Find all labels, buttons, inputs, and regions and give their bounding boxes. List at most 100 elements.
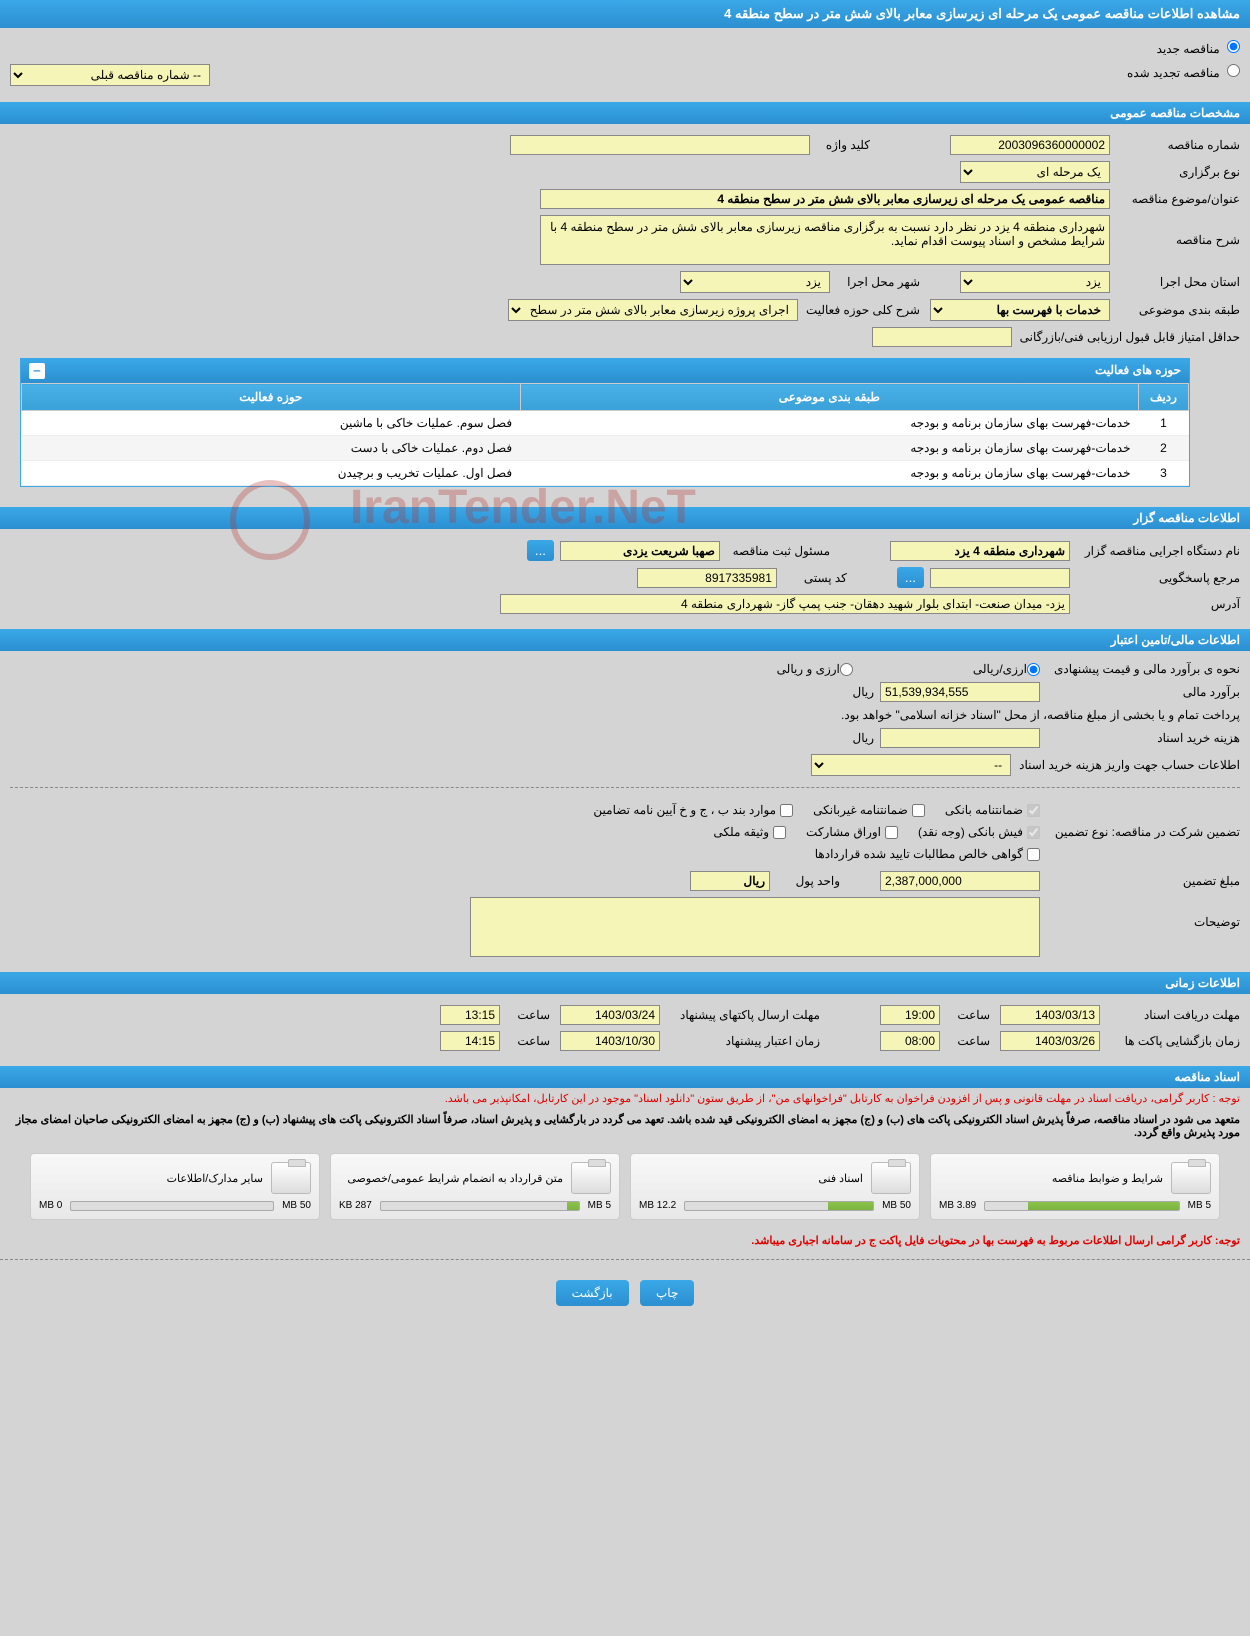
file-card[interactable]: سایر مدارک/اطلاعات 50 MB 0 MB <box>30 1153 320 1220</box>
radio-new-tender[interactable] <box>1227 40 1240 53</box>
contact-browse-button[interactable]: ... <box>897 567 924 588</box>
province-label: استان محل اجرا <box>1110 275 1240 289</box>
notes-textarea[interactable] <box>470 897 1040 957</box>
file-card[interactable]: شرایط و ضوابط مناقصه 5 MB 3.89 MB <box>930 1153 1220 1220</box>
file-total: 50 MB <box>882 1200 911 1211</box>
doc-cost-input[interactable] <box>880 728 1040 748</box>
radio-renewed-tender[interactable] <box>1227 64 1240 77</box>
file-used: 12.2 MB <box>639 1200 676 1211</box>
executive-input[interactable] <box>890 541 1070 561</box>
desc-label: شرح مناقصه <box>1110 215 1240 247</box>
file-used: 287 KB <box>339 1200 372 1211</box>
file-title: اسناد فنی <box>639 1172 863 1185</box>
time-label-3: ساعت <box>940 1034 990 1048</box>
registrar-label: مسئول ثبت مناقصه <box>720 544 830 558</box>
city-select[interactable]: یزد <box>680 271 830 293</box>
category-label: طبقه بندی موضوعی <box>1110 303 1240 317</box>
section-general-header: مشخصات مناقصه عمومی <box>0 102 1250 124</box>
executive-label: نام دستگاه اجرایی مناقصه گزار <box>1070 544 1240 558</box>
prev-tender-select[interactable]: -- شماره مناقصه قبلی <box>10 64 210 86</box>
registrar-input[interactable] <box>560 541 720 561</box>
chk-bank-receipt[interactable] <box>1027 826 1040 839</box>
estimate-input[interactable] <box>880 682 1040 702</box>
doc-receive-label: مهلت دریافت اسناد <box>1100 1008 1240 1022</box>
chk-items-bje[interactable] <box>780 804 793 817</box>
file-title: شرایط و ضوابط مناقصه <box>939 1172 1163 1185</box>
print-button[interactable]: چاپ <box>640 1280 694 1306</box>
doc-receive-time: 19:00 <box>880 1005 940 1025</box>
contact-input[interactable] <box>930 568 1070 588</box>
envelope-open-date: 1403/03/26 <box>1000 1031 1100 1051</box>
validity-date: 1403/10/30 <box>560 1031 660 1051</box>
file-title: متن قرارداد به انضمام شرایط عمومی/خصوصی <box>339 1172 563 1185</box>
notes-label: توضیحات <box>1040 897 1240 929</box>
table-row: 3خدمات-فهرست بهای سازمان برنامه و بودجهف… <box>22 461 1189 486</box>
guarantee-amount-input[interactable] <box>880 871 1040 891</box>
file-title: سایر مدارک/اطلاعات <box>39 1172 263 1185</box>
title-input[interactable] <box>540 189 1110 209</box>
money-unit-label: واحد پول <box>770 874 840 888</box>
desc-textarea[interactable]: شهرداری منطقه 4 یزد در نظر دارد نسبت به … <box>540 215 1110 265</box>
file-progress-bar <box>70 1201 274 1211</box>
account-info-select[interactable]: -- <box>811 754 1011 776</box>
holding-type-label: نوع برگزاری <box>1110 165 1240 179</box>
back-button[interactable]: بازگشت <box>556 1280 629 1306</box>
postal-label: کد پستی <box>777 571 847 585</box>
chk-securities[interactable] <box>885 826 898 839</box>
estimate-label: برآورد مالی <box>1040 685 1240 699</box>
province-select[interactable]: یزد <box>960 271 1110 293</box>
keyword-label: کلید واژه <box>810 138 870 152</box>
col-category: طبقه بندی موضوعی <box>520 384 1138 411</box>
section-organizer-header: اطلاعات مناقصه گزار <box>0 507 1250 529</box>
category-select[interactable]: خدمات با فهرست بها <box>930 299 1110 321</box>
holding-type-select[interactable]: یک مرحله ای <box>960 161 1110 183</box>
guarantee-type-label: تضمین شرکت در مناقصه: نوع تضمین <box>1040 825 1240 839</box>
file-progress-bar <box>984 1201 1179 1211</box>
tender-no-label: شماره مناقصه <box>1110 138 1240 152</box>
postal-input[interactable] <box>637 568 777 588</box>
min-score-input[interactable] <box>872 327 1012 347</box>
registrar-browse-button[interactable]: ... <box>527 540 554 561</box>
chk-net-receivables[interactable] <box>1027 848 1040 861</box>
activities-table-title: حوزه های فعالیت <box>1095 363 1181 379</box>
chk-bank-guarantee-label: ضمانتنامه بانکی <box>945 803 1023 817</box>
keyword-input[interactable] <box>510 135 810 155</box>
chk-property-deed-label: وثیقه ملکی <box>713 825 769 839</box>
activities-table-container: حوزه های فعالیت ‒ ردیف طبقه بندی موضوعی … <box>20 358 1190 487</box>
chk-property-deed[interactable] <box>773 826 786 839</box>
validity-label: زمان اعتبار پیشنهاد <box>660 1034 820 1048</box>
radio-renewed-label: مناقصه تجدید شده <box>1127 66 1220 80</box>
page-title: مشاهده اطلاعات مناقصه عمومی یک مرحله ای … <box>0 0 1250 28</box>
chk-net-receivables-label: گواهی خالص مطالبات تایید شده قراردادها <box>815 847 1023 861</box>
address-input[interactable] <box>500 594 1070 614</box>
tender-no-value: 2003096360000002 <box>950 135 1110 155</box>
doc-receive-date: 1403/03/13 <box>1000 1005 1100 1025</box>
file-total: 50 MB <box>282 1200 311 1211</box>
section-financial-header: اطلاعات مالی/تامین اعتبار <box>0 629 1250 651</box>
chk-nonbank-guarantee[interactable] <box>912 804 925 817</box>
file-card[interactable]: متن قرارداد به انضمام شرایط عمومی/خصوصی … <box>330 1153 620 1220</box>
folder-icon <box>571 1162 611 1194</box>
radio-both[interactable] <box>840 663 853 676</box>
file-card[interactable]: اسناد فنی 50 MB 12.2 MB <box>630 1153 920 1220</box>
documents-bottom-note: توجه: کاربر گرامی ارسال اطلاعات مربوط به… <box>0 1230 1250 1251</box>
proposal-deadline-time: 13:15 <box>440 1005 500 1025</box>
activities-table: ردیف طبقه بندی موضوعی حوزه فعالیت 1خدمات… <box>21 383 1189 486</box>
col-scope: حوزه فعالیت <box>22 384 521 411</box>
minimize-icon[interactable]: ‒ <box>29 363 45 379</box>
radio-rial[interactable] <box>1027 663 1040 676</box>
chk-bank-guarantee[interactable] <box>1027 804 1040 817</box>
title-label: عنوان/موضوع مناقصه <box>1110 192 1240 206</box>
time-label-4: ساعت <box>500 1034 550 1048</box>
proposal-deadline-label: مهلت ارسال پاکتهای پیشنهاد <box>660 1008 820 1022</box>
account-info-label: اطلاعات حساب جهت واریز هزینه خرید اسناد <box>1011 758 1240 772</box>
activity-scope-select[interactable]: اجرای پروژه زیرسازی معابر بالای شش متر د… <box>508 299 798 321</box>
time-label-1: ساعت <box>940 1008 990 1022</box>
doc-cost-label: هزینه خرید اسناد <box>1040 731 1240 745</box>
documents-note1: توجه : کاربر گرامی، دریافت اسناد در مهلت… <box>0 1088 1250 1109</box>
money-unit-value: ریال <box>690 871 770 891</box>
chk-securities-label: اوراق مشارکت <box>806 825 881 839</box>
section-timing-header: اطلاعات زمانی <box>0 972 1250 994</box>
file-used: 0 MB <box>39 1200 62 1211</box>
time-label-2: ساعت <box>500 1008 550 1022</box>
